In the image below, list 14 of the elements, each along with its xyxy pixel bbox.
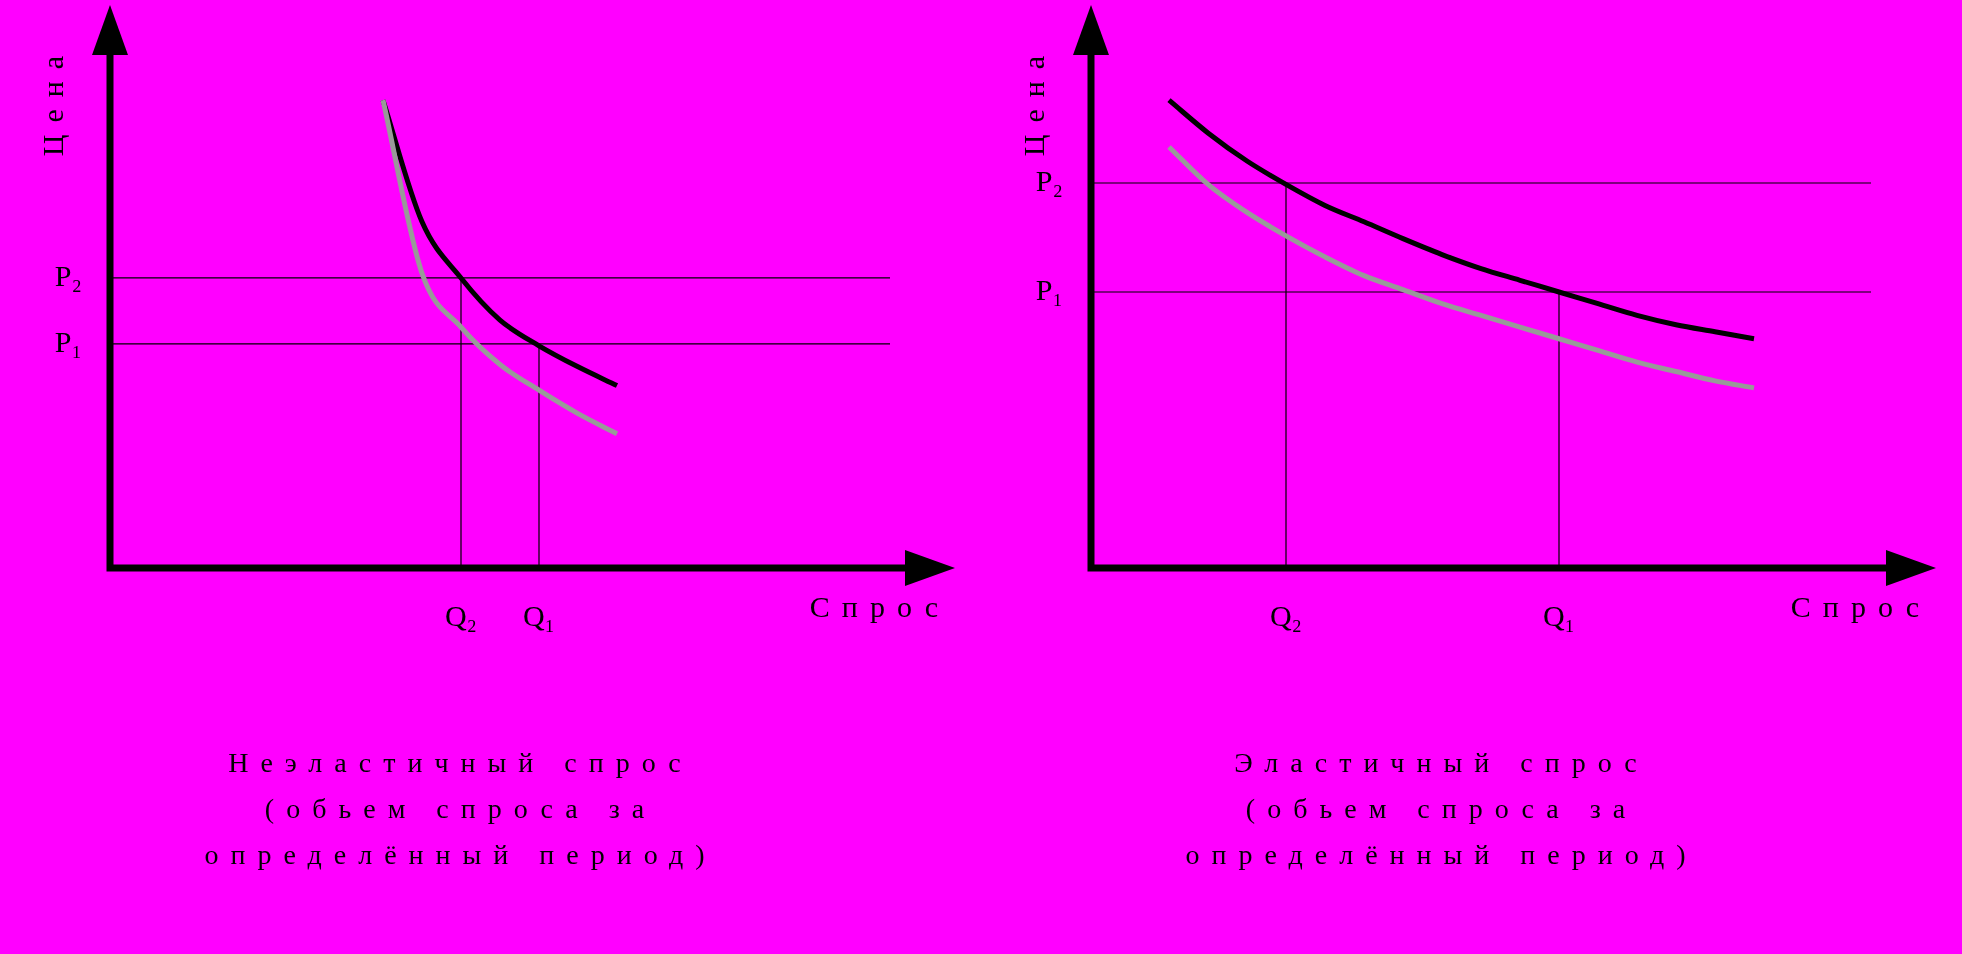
ref-line-label: P₁ — [1035, 272, 1063, 306]
y-axis-title: Цена — [35, 43, 69, 157]
x-tick-label: Q₂ — [444, 598, 478, 632]
text: Неэластичный спрос (обьем спроса за определённый период) — [203, 746, 718, 872]
ref-line-label: P₂ — [1035, 163, 1063, 197]
x-axis-title: Спрос — [809, 589, 950, 623]
text: Эластичный спрос (обьем спроса за определённый период) — [1184, 746, 1699, 872]
x-tick-label: Q₁ — [522, 598, 556, 632]
y-axis-title: Цена — [1016, 43, 1050, 157]
x-axis-title: Спрос — [1790, 589, 1931, 623]
ref-line-label: P₁ — [54, 324, 82, 358]
x-tick-label: Q₂ — [1269, 598, 1303, 632]
x-tick-label: Q₁ — [1542, 598, 1576, 632]
ref-line-label: P₂ — [54, 258, 82, 292]
